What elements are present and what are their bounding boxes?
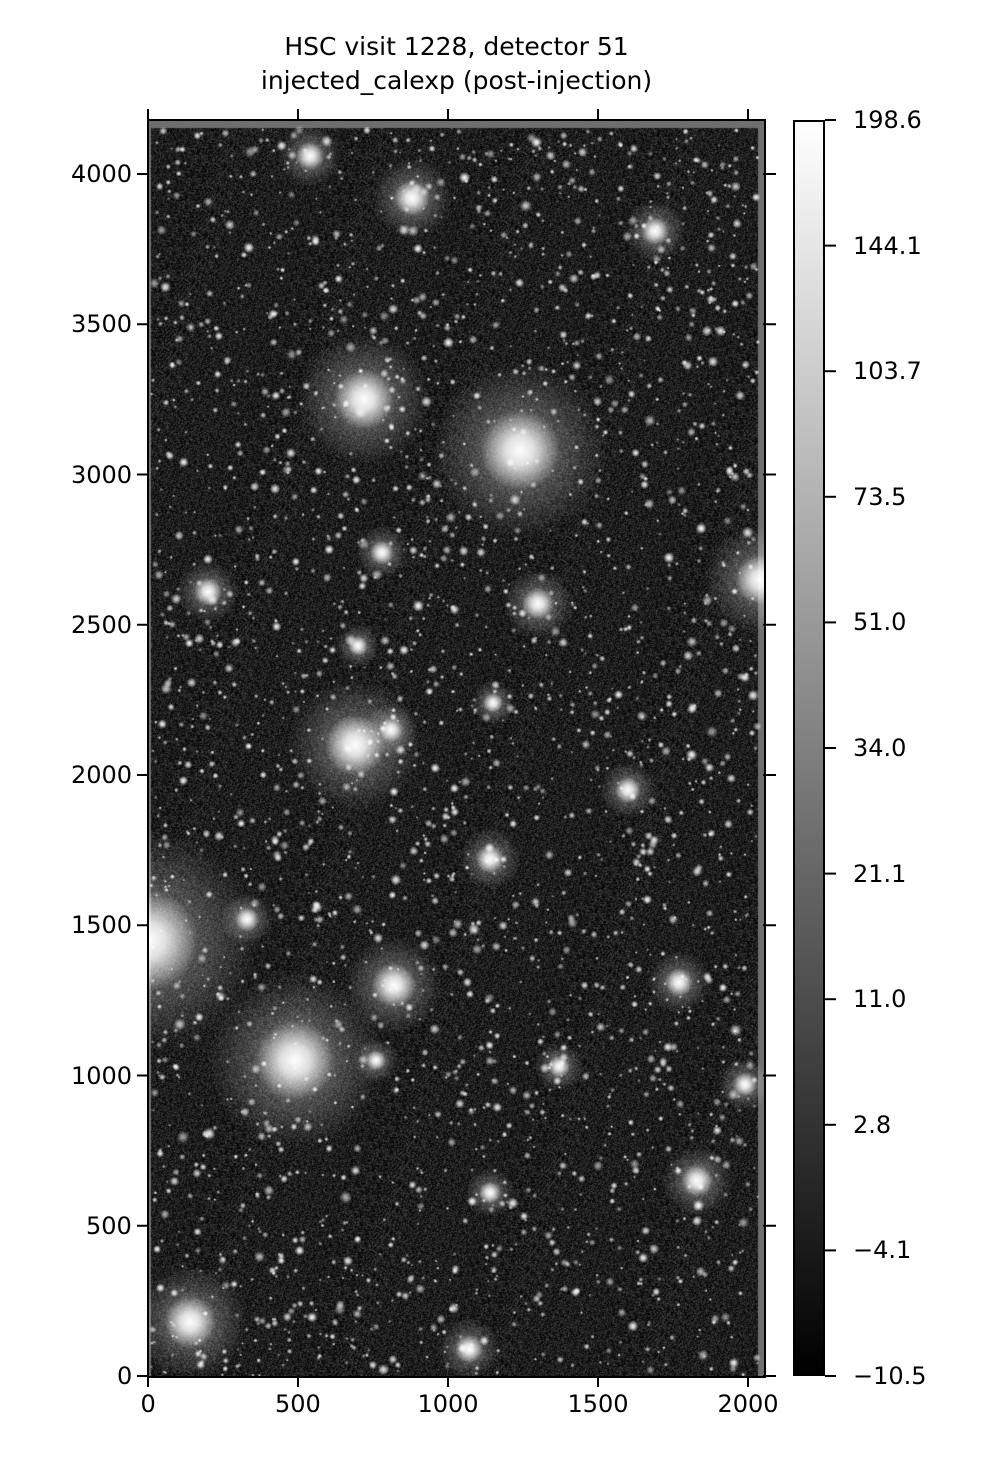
colorbar-tick-label: 34.0 <box>853 734 907 762</box>
x-tick-label: 0 <box>140 1390 156 1418</box>
chart-title: HSC visit 1228, detector 51 <box>284 32 629 61</box>
x-tick-label: 1500 <box>567 1390 629 1418</box>
colorbar-tick-label: −10.5 <box>853 1362 927 1390</box>
colorbar-tick-label: 2.8 <box>853 1110 892 1139</box>
x-tick-label: 1000 <box>417 1390 479 1418</box>
image-panel <box>148 120 765 1376</box>
colorbar-tick-label: 21.1 <box>853 859 907 888</box>
colorbar-tick-label: 73.5 <box>853 482 907 511</box>
colorbar <box>793 120 825 1376</box>
colorbar-tick-label: 198.6 <box>853 106 922 134</box>
colorbar-tick-label: −4.1 <box>853 1236 912 1265</box>
colorbar-tick-label: 11.0 <box>853 985 907 1014</box>
y-tick-label: 3500 <box>71 310 133 339</box>
y-tick-label: 0 <box>117 1362 133 1390</box>
x-tick-label: 2000 <box>717 1390 779 1418</box>
y-tick-label: 1000 <box>71 1061 133 1090</box>
y-tick-label: 2000 <box>71 761 133 789</box>
y-tick-label: 500 <box>86 1211 132 1240</box>
x-tick-label: 500 <box>275 1390 321 1418</box>
colorbar-tick-label: 103.7 <box>853 357 922 386</box>
chart-subtitle: injected_calexp (post-injection) <box>260 66 653 95</box>
y-tick-label: 2500 <box>71 610 133 639</box>
y-tick-label: 4000 <box>71 160 133 188</box>
y-tick-label: 3000 <box>71 460 133 489</box>
colorbar-tick-label: 51.0 <box>853 608 907 637</box>
colorbar-tick-label: 144.1 <box>853 231 922 260</box>
y-tick-label: 1500 <box>71 911 133 940</box>
